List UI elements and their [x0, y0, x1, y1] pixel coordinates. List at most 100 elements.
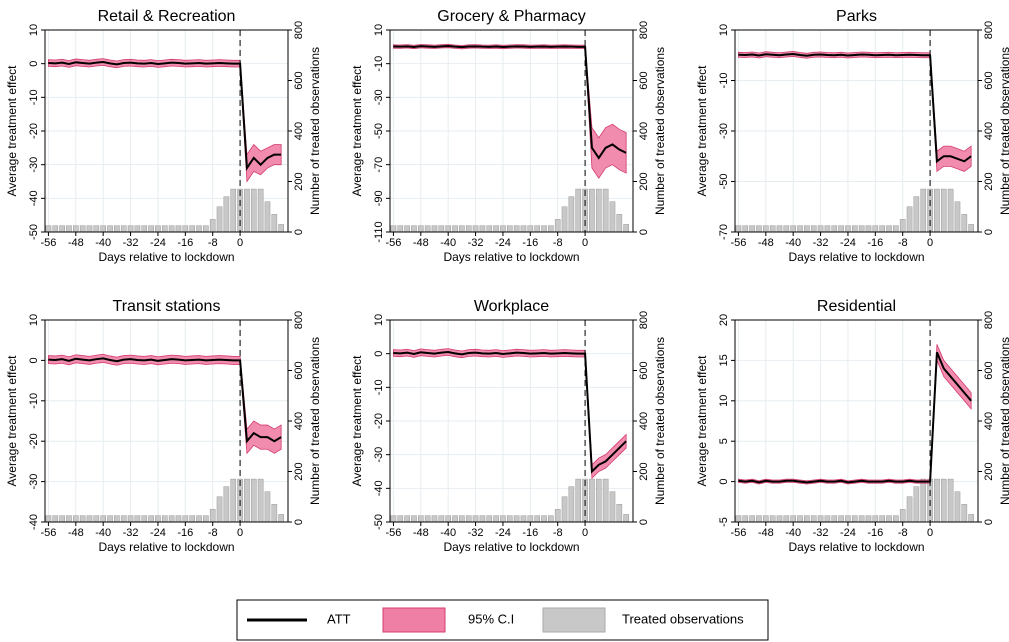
- y-tick-label: -20: [373, 413, 385, 429]
- x-tick-label: -32: [813, 527, 829, 539]
- y-tick-label: -50: [373, 514, 385, 530]
- bar: [534, 515, 540, 523]
- bar: [66, 515, 72, 523]
- y2-tick-label: 600: [293, 71, 305, 89]
- x-tick-label: -24: [150, 527, 166, 539]
- bar: [602, 478, 609, 523]
- bar: [609, 491, 616, 523]
- bar: [107, 515, 113, 523]
- y2-tick-label: 600: [983, 361, 995, 379]
- x-tick-label: -8: [208, 237, 218, 249]
- bar: [411, 515, 417, 523]
- y-tick-label: 0: [28, 357, 40, 363]
- y-tick-label: -30: [28, 157, 40, 173]
- att-line: [738, 52, 972, 164]
- bar: [264, 201, 271, 233]
- x-tick-label: -56: [385, 237, 401, 249]
- bar: [879, 515, 885, 523]
- att-line: [393, 350, 627, 474]
- bar: [209, 219, 216, 233]
- bar: [390, 515, 397, 523]
- bar: [831, 225, 838, 233]
- bar: [52, 225, 59, 233]
- bar: [947, 478, 954, 523]
- y2-tick-label: 400: [638, 412, 650, 430]
- bar: [223, 196, 230, 233]
- bar: [824, 515, 831, 523]
- bar: [404, 515, 410, 523]
- bar: [968, 224, 974, 233]
- bar: [506, 515, 513, 523]
- bar: [203, 515, 209, 523]
- bar: [838, 515, 844, 523]
- x-tick-label: -8: [553, 527, 563, 539]
- x-tick-label: -48: [413, 527, 429, 539]
- y-tick-label: -20: [28, 123, 40, 139]
- ci-band: [48, 353, 282, 455]
- x-tick-label: -32: [468, 237, 484, 249]
- bar: [486, 225, 493, 233]
- x-tick-label: -48: [68, 527, 84, 539]
- y2-tick-label: 0: [638, 229, 650, 235]
- x-axis-label: Days relative to lockdown: [98, 540, 234, 554]
- bar: [93, 515, 100, 523]
- y2-tick-label: 600: [638, 361, 650, 379]
- y-axis-label: Average treatment effect: [350, 355, 364, 487]
- bar: [250, 188, 257, 233]
- x-tick-label: -32: [813, 237, 829, 249]
- x-tick-label: 0: [582, 527, 588, 539]
- bar: [616, 504, 623, 523]
- bar: [168, 225, 175, 233]
- bar: [134, 515, 141, 523]
- x-tick-label: 0: [237, 527, 243, 539]
- bar: [934, 188, 940, 233]
- panel-title: Grocery & Pharmacy: [437, 8, 585, 25]
- x-tick-label: -8: [553, 237, 563, 249]
- bar: [934, 478, 940, 523]
- x-tick-label: -56: [385, 527, 401, 539]
- y-tick-label: -90: [373, 190, 385, 206]
- bar: [155, 225, 161, 233]
- x-tick-label: -48: [758, 237, 774, 249]
- y-tick-label: -30: [28, 474, 40, 490]
- bar: [431, 515, 438, 523]
- y2-axis-label: Number of treated observations: [308, 47, 322, 215]
- bar: [865, 225, 872, 233]
- bar: [534, 225, 540, 233]
- x-tick-label: -16: [867, 527, 883, 539]
- y2-tick-label: 0: [293, 229, 305, 235]
- plot-frame: [44, 29, 289, 233]
- bar: [968, 514, 974, 523]
- bar: [899, 509, 906, 523]
- x-tick-label: -24: [840, 237, 856, 249]
- bar: [920, 188, 927, 233]
- y-tick-label: 10: [718, 24, 730, 36]
- bar: [548, 225, 554, 233]
- panel-title: Transit stations: [113, 298, 221, 315]
- x-tick-label: -16: [177, 527, 193, 539]
- y2-axis-label: Number of treated observations: [308, 337, 322, 505]
- bar: [797, 225, 803, 233]
- x-axis-label: Days relative to lockdown: [443, 250, 579, 264]
- bar: [230, 188, 237, 233]
- bar: [735, 225, 742, 233]
- bar: [769, 515, 776, 523]
- bar: [595, 188, 602, 233]
- y-axis-label: Average treatment effect: [695, 355, 709, 487]
- bar: [411, 225, 417, 233]
- bar: [865, 515, 872, 523]
- ci-band: [738, 344, 972, 485]
- bar: [189, 225, 195, 233]
- bar: [858, 225, 865, 233]
- bar: [100, 515, 106, 523]
- bar: [769, 225, 776, 233]
- bar: [913, 196, 920, 233]
- y2-tick-label: 400: [983, 412, 995, 430]
- y-tick-label: -10: [373, 379, 385, 395]
- x-tick-label: -40: [440, 237, 456, 249]
- bar: [493, 515, 499, 523]
- bar: [513, 225, 520, 233]
- bar: [45, 225, 52, 233]
- panel-title: Retail & Recreation: [98, 8, 236, 25]
- bar: [797, 515, 803, 523]
